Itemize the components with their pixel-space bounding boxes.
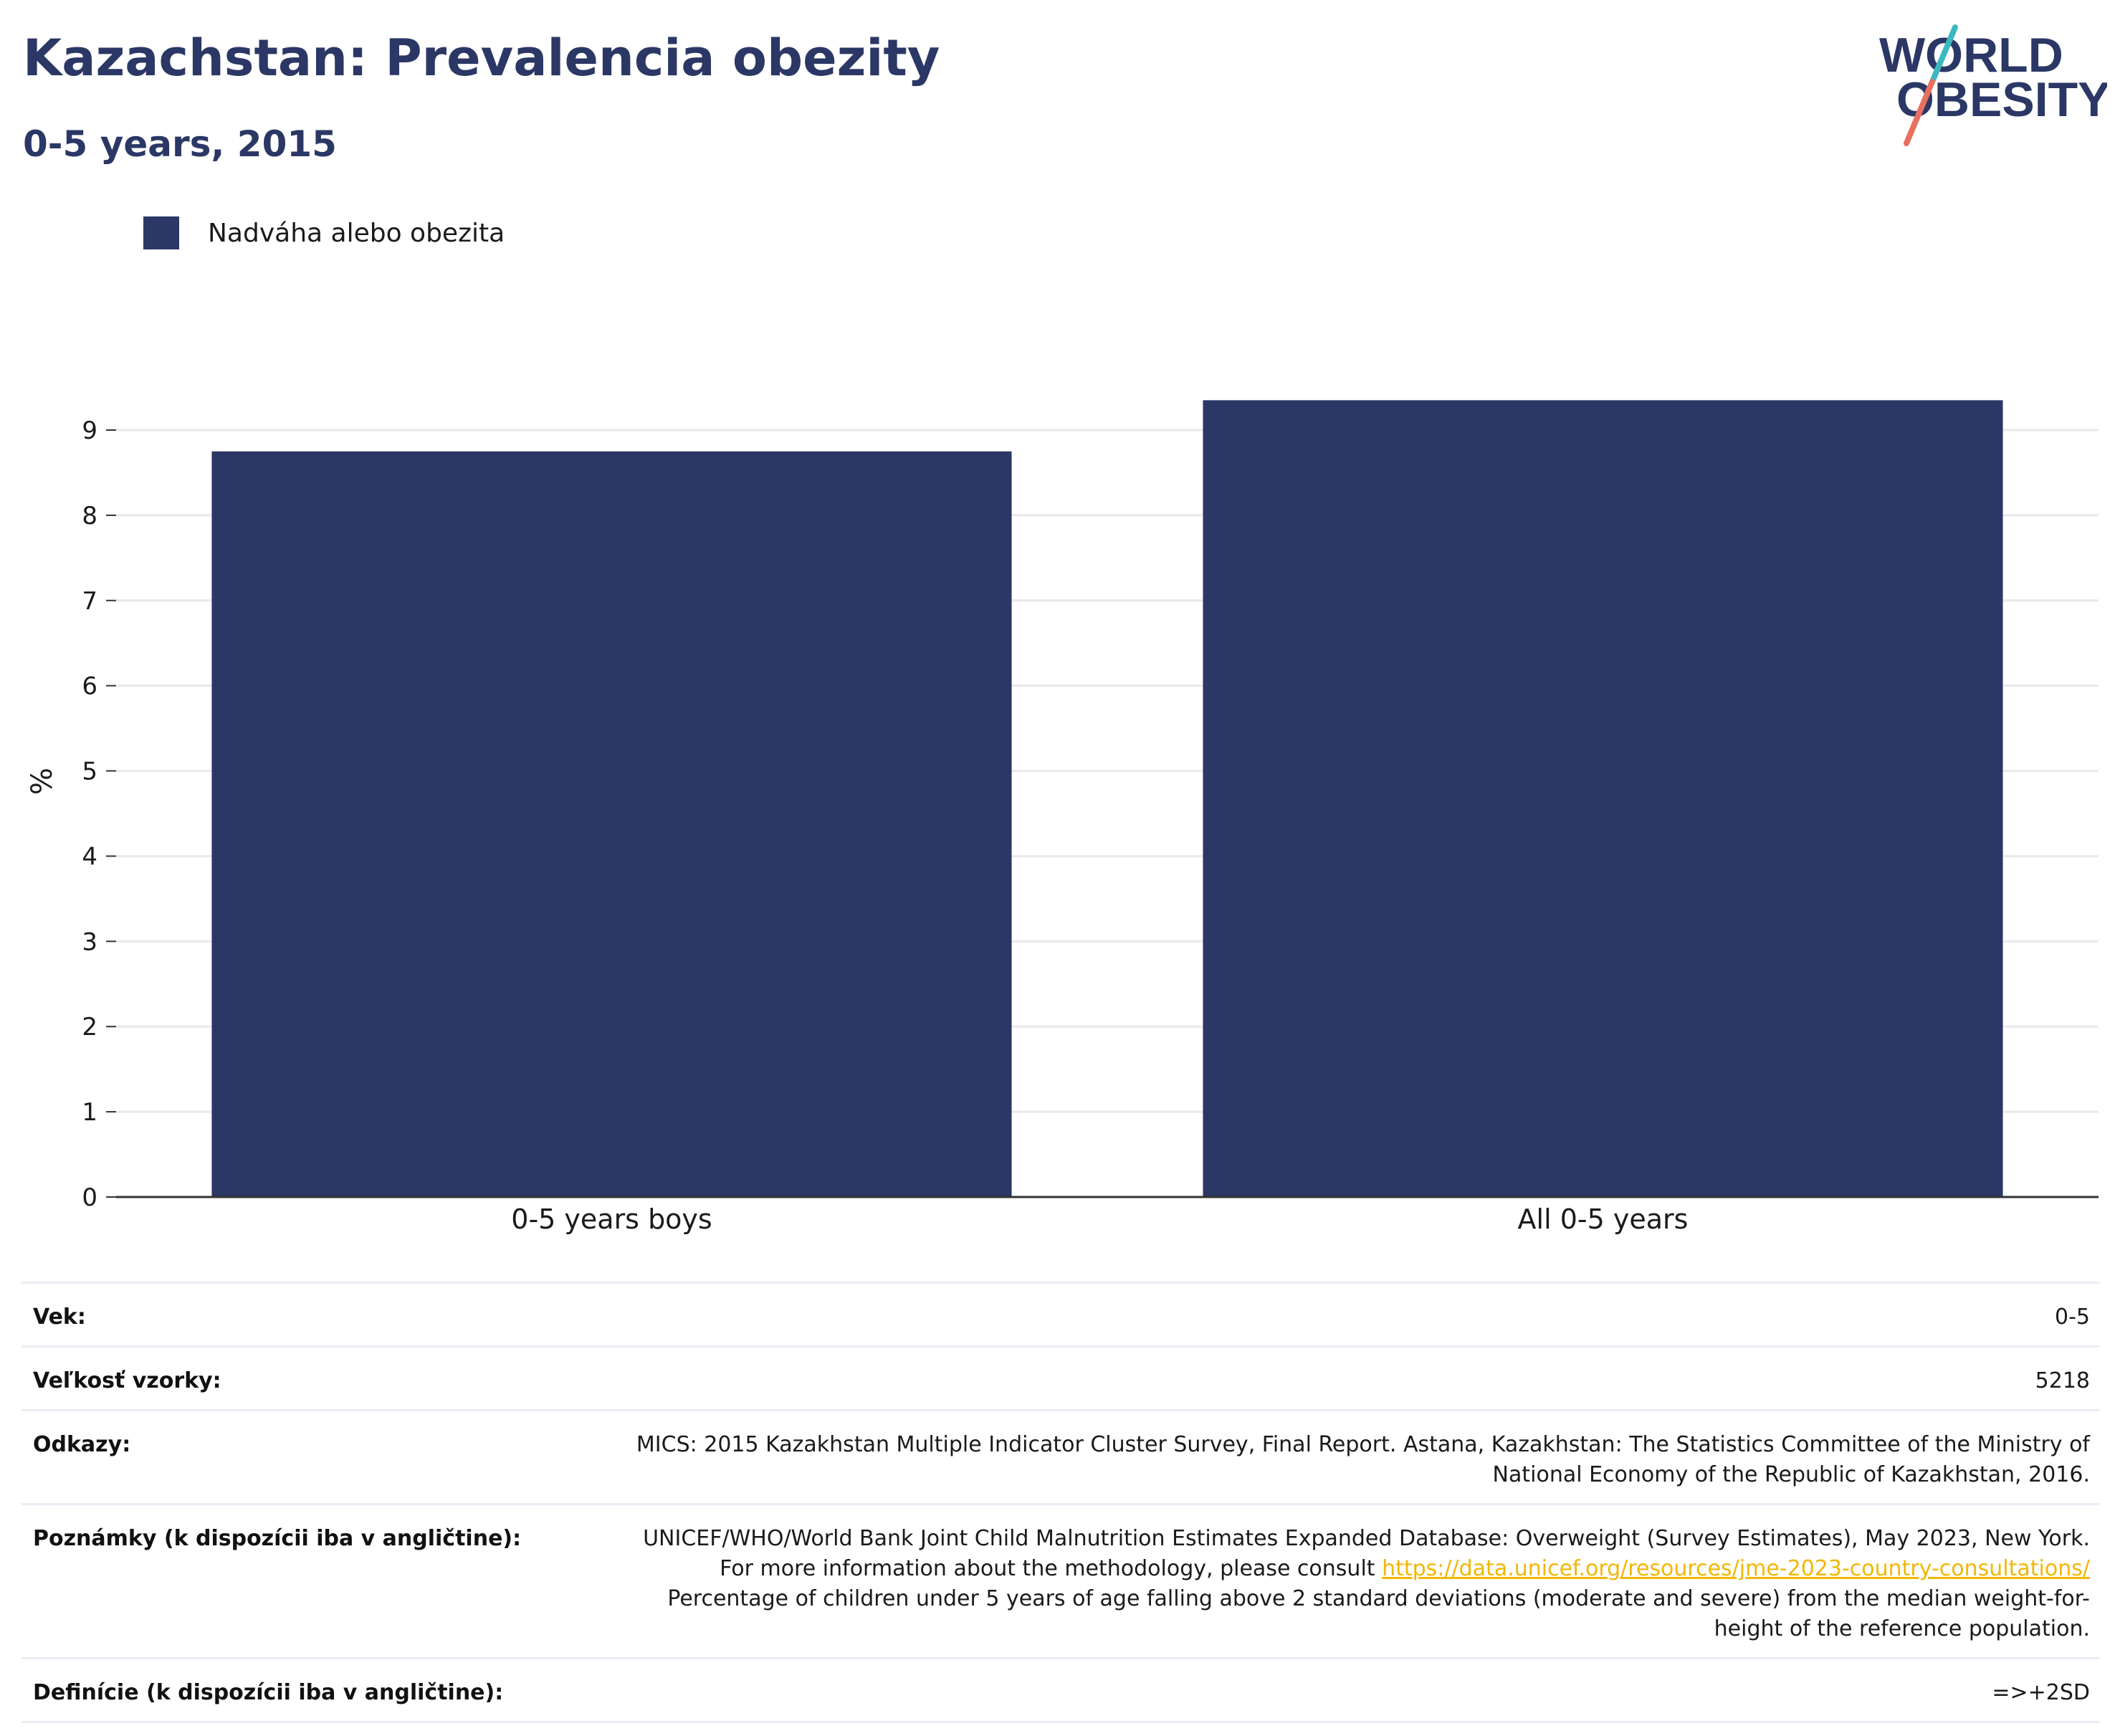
y-tick-label: 8 — [82, 502, 97, 530]
y-tick-label: 5 — [82, 758, 97, 786]
y-tick-label: 4 — [82, 842, 97, 871]
logo-text-world: WORLD — [1879, 28, 2063, 82]
logo-slash-bottom — [1904, 79, 1935, 146]
references-label: Odkazy: — [33, 1432, 131, 1457]
info-row-definitions: Definície (k dispozícii iba v angličtine… — [22, 1659, 2100, 1723]
notes-definition-text: Percentage of children under 5 years of … — [667, 1586, 2090, 1641]
logo-slash-top — [1929, 24, 1958, 85]
x-tick-label: All 0-5 years — [1518, 1203, 1689, 1235]
bar-chart: 0 1 2 3 4 5 6 7 8 9 0-5 years boys All 0-5 years% — [26, 400, 2098, 1235]
y-tick-label: 2 — [82, 1013, 97, 1041]
age-value: 0-5 — [2055, 1305, 2090, 1330]
chart-title: Kazachstan: Prevalencia obezity — [23, 29, 940, 87]
notes-text: UNICEF/WHO/World Bank Joint Child Malnut… — [643, 1526, 2090, 1581]
y-tick-label: 6 — [82, 672, 97, 701]
chart-legend[interactable]: Nadváha alebo obezita — [143, 215, 505, 251]
chart-subtitle: 0-5 years, 2015 — [23, 123, 337, 165]
info-row-references: Odkazy: MICS: 2015 Kazakhstan Multiple I… — [22, 1411, 2100, 1505]
y-tick-label: 1 — [82, 1098, 97, 1127]
notes-label: Poznámky (k dispozícii iba v angličtine)… — [33, 1526, 522, 1551]
legend-swatch — [143, 216, 179, 249]
notes-value: UNICEF/WHO/World Bank Joint Child Malnut… — [521, 1524, 2090, 1644]
world-obesity-logo[interactable]: WORLD OBESITY — [1863, 20, 2107, 149]
y-tick-label: 0 — [82, 1183, 97, 1212]
y-tick-label: 3 — [82, 927, 97, 956]
y-tick-label: 7 — [82, 587, 97, 616]
info-row-sample-size: Veľkosť vzorky: 5218 — [22, 1348, 2100, 1411]
references-value: MICS: 2015 Kazakhstan Multiple Indicator… — [636, 1432, 2090, 1487]
age-label: Vek: — [33, 1305, 86, 1330]
info-row-age: Vek: 0-5 — [22, 1284, 2100, 1348]
info-row-notes: Poznámky (k dispozícii iba v angličtine)… — [22, 1505, 2100, 1659]
definitions-label: Definície (k dispozícii iba v angličtine… — [33, 1680, 504, 1705]
sample-size-label: Veľkosť vzorky: — [33, 1368, 221, 1393]
sample-size-value: 5218 — [2035, 1368, 2090, 1393]
legend-label: Nadváha alebo obezita — [208, 218, 505, 248]
methodology-link[interactable]: https://data.unicef.org/resources/jme-20… — [1382, 1556, 2090, 1581]
y-axis-label: % — [26, 768, 59, 795]
bar — [1203, 400, 2003, 1197]
y-tick-label: 9 — [82, 416, 97, 445]
x-tick-label: 0-5 years boys — [511, 1203, 712, 1235]
definitions-value: =>+2SD — [1992, 1680, 2090, 1705]
info-table: Vek: 0-5 Veľkosť vzorky: 5218 Odkazy: MI… — [22, 1282, 2100, 1723]
bar — [211, 451, 1012, 1198]
